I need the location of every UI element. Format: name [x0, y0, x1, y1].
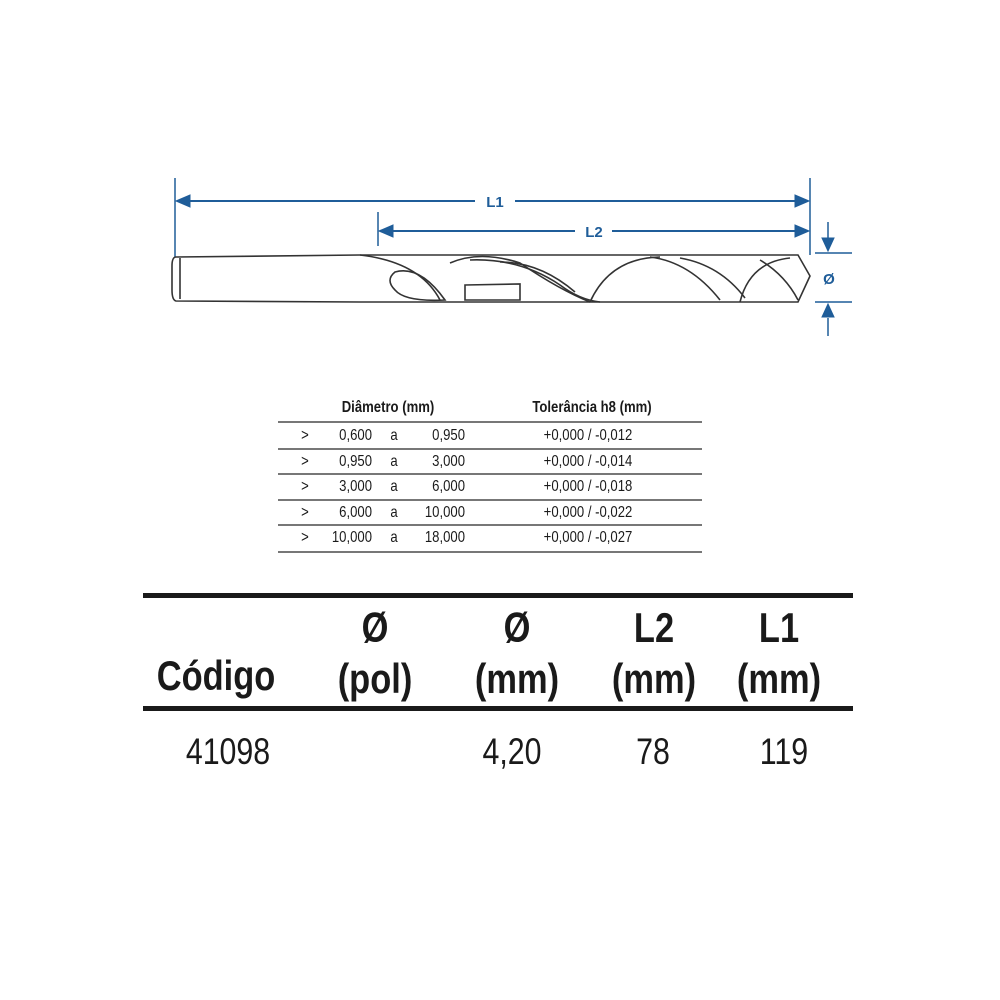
header-mm-symbol: Ø: [503, 604, 531, 651]
l1-label: L1: [486, 194, 504, 211]
divider: [143, 593, 853, 598]
codigo-value: 41098: [185, 731, 271, 772]
divider: [278, 448, 702, 450]
l2-arrow-left-icon: [377, 224, 394, 238]
header-mm-unit: (mm): [474, 655, 560, 702]
divider: [278, 551, 702, 553]
sign: >: [301, 529, 309, 546]
flute-curve: [739, 257, 791, 303]
flute-curve: [449, 255, 591, 303]
tolerance-value: +0,000 / -0,022: [543, 504, 633, 521]
diameter-arrow-up-icon: [821, 302, 835, 318]
divider: [278, 499, 702, 501]
range-to: 6,000: [432, 478, 465, 495]
range-to: 3,000: [432, 453, 465, 470]
dimension-lines: [174, 178, 852, 336]
flute-curve: [359, 254, 441, 301]
range-to: 18,000: [424, 529, 465, 546]
l2-arrow-right-icon: [794, 224, 811, 238]
range-to: 10,000: [424, 504, 465, 521]
flute-curve: [679, 257, 746, 299]
sign: >: [301, 427, 309, 444]
drill-diagram: L1 L2 Ø: [171, 178, 852, 336]
divider: [278, 473, 702, 475]
header-pol-symbol: Ø: [361, 604, 389, 651]
header-codigo: Código: [156, 652, 276, 699]
sign: >: [301, 504, 309, 521]
range-sep: a: [390, 529, 398, 546]
header-l2: L2: [633, 604, 675, 651]
mm-value: 4,20: [482, 731, 542, 772]
flute-curve: [499, 261, 576, 293]
l1-arrow-left-icon: [174, 194, 191, 208]
flute-curve: [464, 283, 521, 301]
divider: [278, 524, 702, 526]
header-l2-unit: (mm): [611, 655, 697, 702]
divider: [278, 421, 702, 423]
range-from: 6,000: [339, 504, 372, 521]
tolerance-header-diameter: Diâmetro (mm): [341, 399, 435, 416]
range-sep: a: [390, 453, 398, 470]
range-to: 0,950: [432, 427, 465, 444]
flute-curve: [469, 259, 601, 303]
range-sep: a: [390, 427, 398, 444]
diameter-label: Ø: [823, 271, 835, 288]
tolerance-value: +0,000 / -0,014: [543, 453, 633, 470]
flute-curve: [389, 270, 447, 302]
range-sep: a: [390, 504, 398, 521]
range-from: 0,600: [339, 427, 372, 444]
range-sep: a: [390, 478, 398, 495]
range-from: 10,000: [331, 529, 372, 546]
drill-bit: [171, 254, 811, 303]
tolerance-header-tolerance: Tolerância h8 (mm): [532, 399, 652, 416]
sign: >: [301, 453, 309, 470]
l1-arrow-right-icon: [794, 194, 811, 208]
range-from: 0,950: [339, 453, 372, 470]
divider: [143, 706, 853, 711]
l1-value: 119: [759, 731, 809, 772]
drill-outline: [171, 254, 811, 303]
flute-curve: [759, 259, 799, 301]
sign: >: [301, 478, 309, 495]
diameter-arrow-down-icon: [821, 237, 835, 253]
tolerance-value: +0,000 / -0,018: [543, 478, 633, 495]
range-from: 3,000: [339, 478, 372, 495]
header-l1-unit: (mm): [736, 655, 822, 702]
header-l1: L1: [758, 604, 800, 651]
l2-label: L2: [585, 224, 603, 241]
flute-curve: [649, 256, 721, 301]
l2-value: 78: [636, 731, 670, 772]
tolerance-value: +0,000 / -0,027: [543, 529, 633, 546]
tolerance-value: +0,000 / -0,012: [543, 427, 633, 444]
header-pol-unit: (pol): [337, 655, 413, 702]
